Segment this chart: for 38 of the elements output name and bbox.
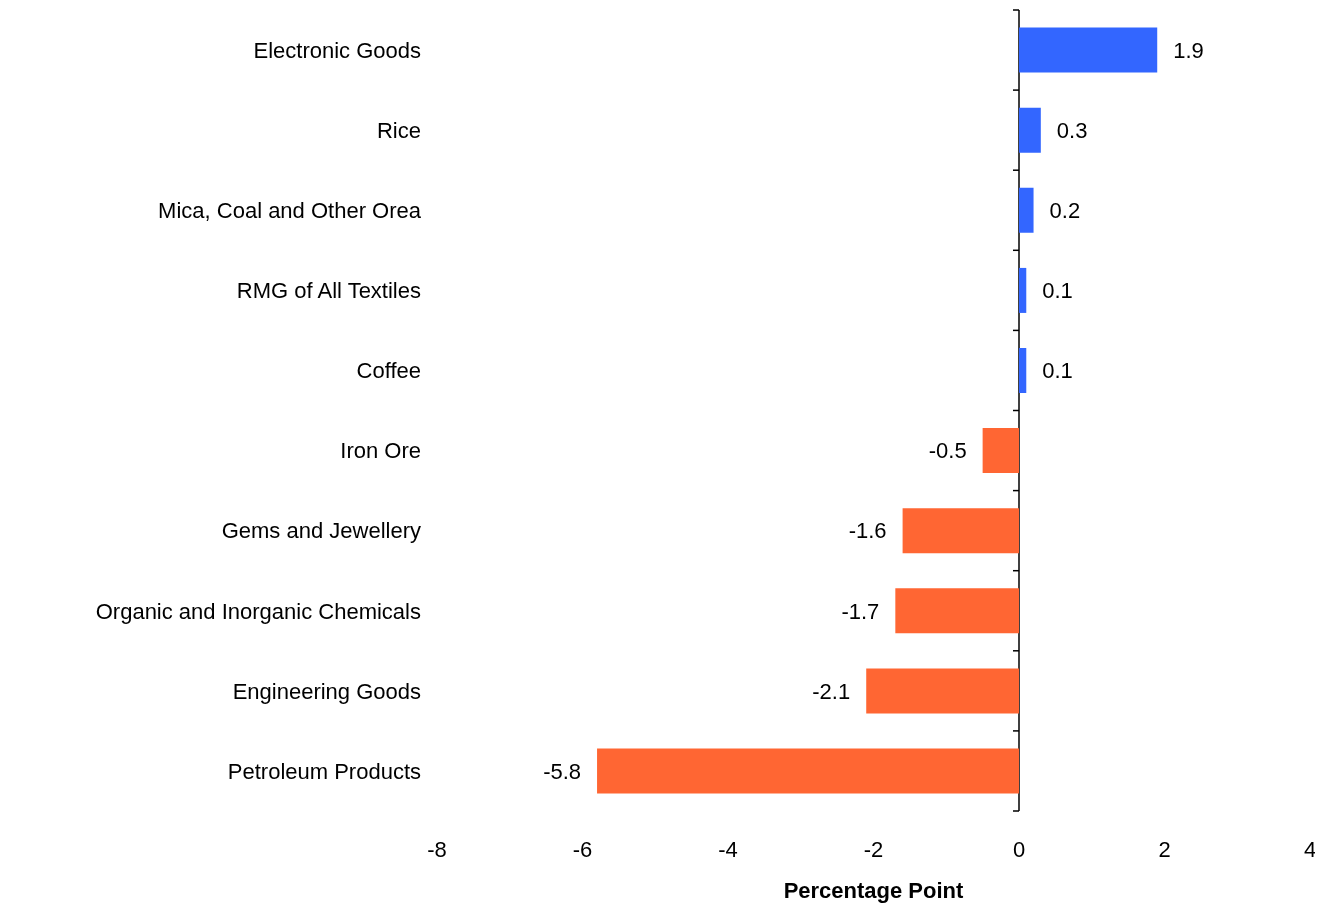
bar	[1019, 27, 1158, 73]
x-tick-label: -2	[863, 836, 884, 862]
data-label: -5.8	[543, 758, 582, 784]
data-label: -0.5	[928, 438, 967, 464]
x-tick-label: -8	[427, 836, 447, 862]
bar	[895, 588, 1019, 634]
y-tick-label: Petroleum Products	[227, 758, 421, 784]
y-tick-label: Iron Ore	[340, 438, 421, 464]
bar	[1019, 267, 1027, 313]
data-label: 0.1	[1042, 358, 1073, 384]
y-tick-label: Rice	[376, 117, 421, 143]
x-tick-label: 4	[1303, 836, 1317, 862]
data-label: 1.9	[1173, 37, 1204, 63]
bar	[597, 748, 1019, 794]
data-label: 0.1	[1042, 278, 1073, 304]
data-label: -2.1	[812, 678, 851, 704]
x-tick-label: 2	[1158, 836, 1171, 862]
y-tick-label: Mica, Coal and Other Orea	[158, 198, 422, 224]
data-label: -1.7	[841, 598, 880, 624]
bar	[866, 668, 1019, 714]
data-label: 0.3	[1056, 117, 1088, 143]
bar	[982, 428, 1019, 474]
data-label: -1.6	[848, 518, 887, 544]
y-tick-label: Electronic Goods	[253, 37, 421, 63]
y-tick-label: Engineering Goods	[232, 678, 421, 704]
bar	[902, 508, 1019, 554]
y-tick-label: Organic and Inorganic Chemicals	[95, 598, 421, 624]
y-tick-label: Coffee	[356, 358, 421, 384]
data-label: 0.2	[1049, 198, 1081, 224]
y-tick-label: RMG of All Textiles	[236, 278, 421, 304]
bar	[1019, 348, 1027, 394]
x-axis-title: Percentage Point	[783, 878, 965, 903]
bar	[1019, 187, 1034, 233]
y-tick-label: Gems and Jewellery	[221, 518, 421, 544]
x-tick-label: -6	[572, 836, 593, 862]
x-tick-label: -4	[718, 836, 738, 862]
bar	[1019, 107, 1041, 153]
x-tick-label: 0	[1012, 836, 1026, 862]
